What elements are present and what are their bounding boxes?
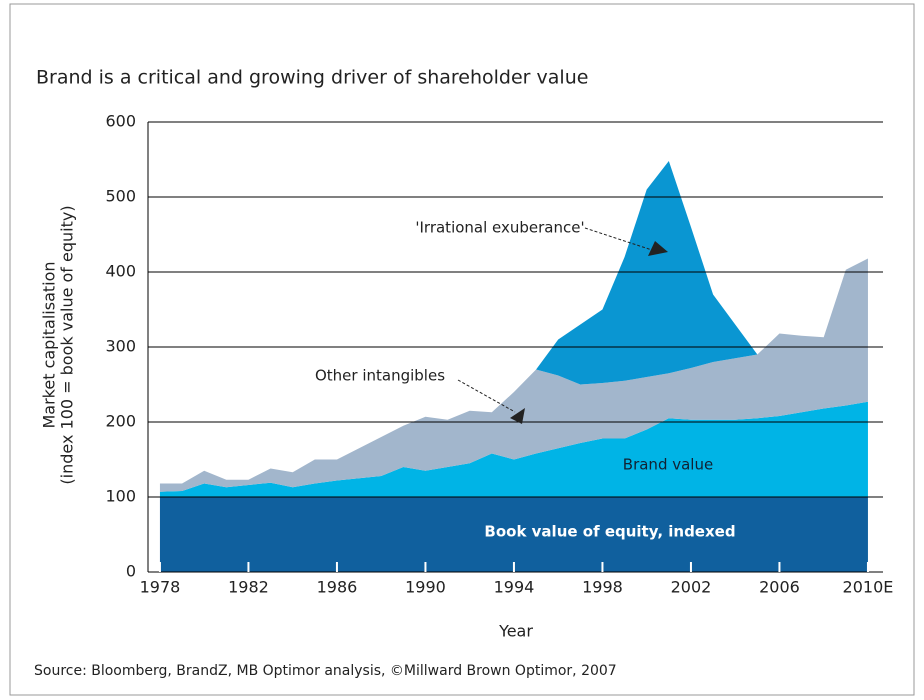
- area: [536, 161, 758, 385]
- x-tick-label: 1986: [317, 578, 358, 597]
- area: [159, 401, 868, 497]
- x-tick-label: 1998: [582, 578, 623, 597]
- series-label: 'Irrational exuberance': [415, 219, 584, 237]
- y-axis-label: (index 100 = book value of equity): [58, 205, 77, 484]
- y-tick-label: 400: [105, 262, 136, 281]
- series-label: Book value of equity, indexed: [484, 523, 735, 541]
- source: Source: Bloomberg, BrandZ, MB Optimor an…: [34, 663, 617, 679]
- arrow: [584, 227, 653, 251]
- y-tick-label: 300: [105, 337, 136, 356]
- series-label: Brand value: [623, 456, 713, 474]
- x-tick-label: 1978: [140, 578, 181, 597]
- area: [159, 497, 868, 572]
- y-tick-label: 600: [105, 112, 136, 131]
- y-tick-label: 100: [105, 487, 136, 506]
- y-tick-label: 200: [105, 412, 136, 431]
- area: [159, 258, 868, 492]
- y-axis-label: Market capitalisation: [40, 261, 59, 428]
- x-tick-label: 2006: [759, 578, 800, 597]
- arrow-head: [510, 408, 525, 424]
- x-tick-label: 1994: [494, 578, 535, 597]
- x-tick-label: 1990: [405, 578, 446, 597]
- series-label: Other intangibles: [315, 367, 445, 385]
- arrow: [457, 379, 516, 413]
- chart-title: Brand is a critical and growing driver o…: [36, 67, 588, 89]
- arrow-head: [648, 241, 668, 256]
- x-axis-label: Year: [498, 622, 533, 641]
- y-tick-label: 500: [105, 187, 136, 206]
- x-tick-label: 2010E: [843, 578, 894, 597]
- x-tick-label: 1982: [228, 578, 269, 597]
- y-tick-label: 0: [126, 562, 136, 581]
- x-tick-label: 2002: [671, 578, 712, 597]
